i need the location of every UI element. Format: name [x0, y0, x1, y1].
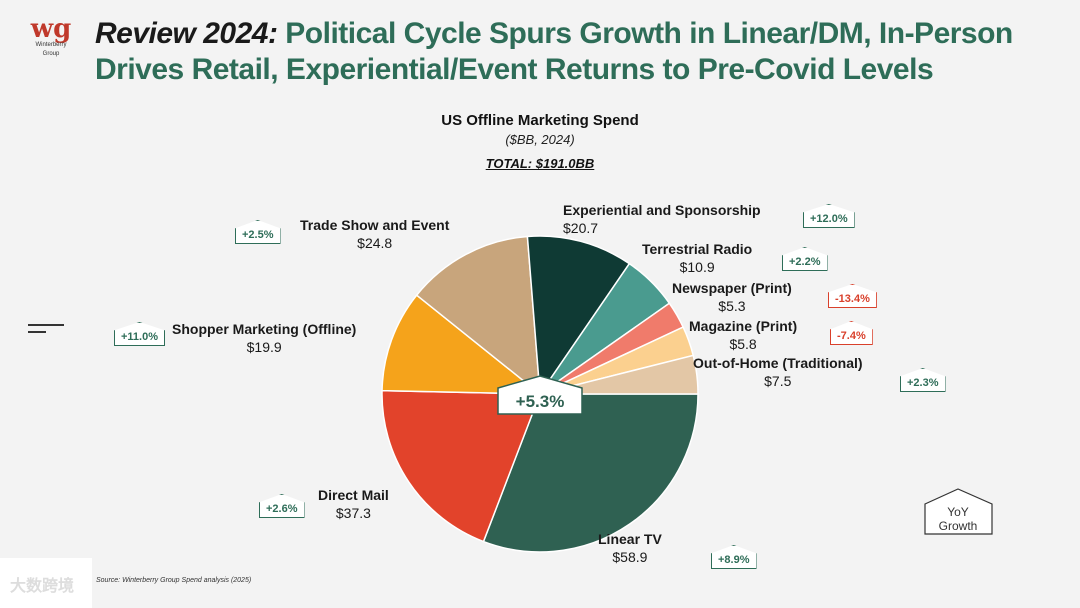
watermark-text: 大数跨境 — [10, 578, 75, 595]
pie-slice-shopper-marketing-offline — [381, 294, 543, 395]
center-growth-value: +5.3% — [516, 392, 565, 411]
logo-text-2: Group — [42, 51, 60, 57]
label-direct-mail: Direct Mail $37.3 — [318, 487, 389, 521]
pie-slice-trade-show-and-event — [415, 235, 541, 396]
logo: wg Winterberry Group — [22, 14, 80, 58]
logo-text-1: Winterberry — [35, 42, 67, 48]
yoy-legend-word: YoY — [947, 505, 969, 519]
label-experiential: Experiential and Sponsorship $20.7 — [563, 202, 761, 236]
growth-badge-trade-show: +2.5% — [235, 220, 281, 244]
chart-subtitle: ($BB, 2024) — [505, 132, 575, 147]
page-title-rest: Political Cycle Spurs Growth in Linear/D… — [95, 17, 1013, 86]
page-title-lead: Review 2024: — [95, 17, 278, 50]
label-terrestrial-radio: Terrestrial Radio $10.9 — [642, 241, 753, 275]
pie-slice-direct-mail — [381, 389, 542, 543]
logo-mark: wg — [30, 14, 72, 44]
label-newspaper: Newspaper (Print) $5.3 — [672, 280, 792, 314]
menu-dash-icon-short — [28, 331, 46, 333]
pie-slice-linear-tv — [482, 393, 699, 553]
growth-badge-direct-mail: +2.6% — [259, 494, 305, 518]
label-magazine: Magazine (Print) $5.8 — [689, 318, 798, 352]
pie-slice-out-of-home-traditional — [539, 354, 699, 395]
chart-title: US Offline Marketing Spend — [441, 112, 639, 129]
label-shopper-marketing: Shopper Marketing (Offline) $19.9 — [172, 321, 357, 355]
yoy-legend-word: Growth — [939, 519, 978, 533]
menu-dash-icon — [28, 324, 64, 326]
page-title: Review 2024: Political Cycle Spurs Growt… — [95, 16, 1055, 88]
label-linear-tv: Linear TV $58.9 — [598, 531, 662, 565]
label-out-of-home: Out-of-Home (Traditional) $7.5 — [693, 355, 863, 389]
pie-slice-experiential-and-sponsorship — [526, 235, 631, 397]
chart-total: TOTAL: $191.0BB — [485, 156, 595, 171]
label-trade-show: Trade Show and Event $24.8 — [300, 217, 450, 251]
center-growth-badge: +5.3% — [497, 375, 583, 415]
source-footnote: Source: Winterberry Group Spend analysis… — [96, 577, 252, 584]
watermark-box — [0, 558, 92, 608]
